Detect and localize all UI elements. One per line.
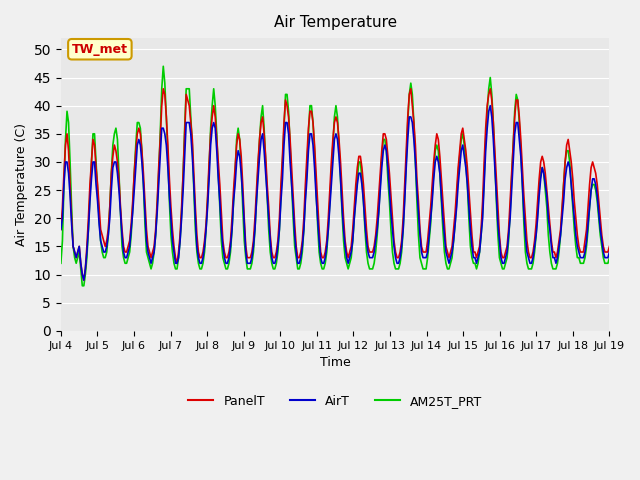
PanelT [251, 216, 259, 221]
X-axis label: Time: Time [320, 356, 351, 369]
Line: PanelT: PanelT [61, 89, 609, 280]
AirT [241, 221, 248, 227]
AM25T_PRT [251, 227, 259, 232]
PanelT [605, 243, 613, 249]
AirT [605, 249, 613, 255]
PanelT [300, 216, 308, 221]
PanelT [242, 243, 250, 249]
PanelT [57, 227, 65, 232]
AM25T_PRT [300, 227, 308, 232]
Y-axis label: Air Temperature (C): Air Temperature (C) [15, 123, 28, 246]
AirT [222, 260, 230, 266]
AM25T_PRT [223, 266, 231, 272]
AM25T_PRT [242, 255, 250, 261]
AirT [298, 243, 306, 249]
AM25T_PRT [57, 260, 65, 266]
AirT [250, 243, 257, 249]
PanelT [159, 86, 167, 92]
AirT [57, 227, 65, 232]
AM25T_PRT [79, 283, 86, 288]
Line: AM25T_PRT: AM25T_PRT [61, 66, 609, 286]
AirT [80, 277, 88, 283]
PanelT [80, 277, 88, 283]
Text: TW_met: TW_met [72, 43, 128, 56]
Legend: PanelT, AirT, AM25T_PRT: PanelT, AirT, AM25T_PRT [183, 390, 487, 413]
PanelT [223, 255, 231, 261]
AM25T_PRT [126, 249, 134, 255]
Line: AirT: AirT [61, 106, 609, 280]
AM25T_PRT [159, 63, 167, 69]
Title: Air Temperature: Air Temperature [274, 15, 397, 30]
PanelT [126, 238, 134, 244]
AM25T_PRT [605, 255, 613, 261]
PanelT [578, 249, 586, 255]
AirT [578, 255, 586, 261]
AirT [486, 103, 494, 108]
AM25T_PRT [578, 260, 586, 266]
AirT [126, 243, 134, 249]
